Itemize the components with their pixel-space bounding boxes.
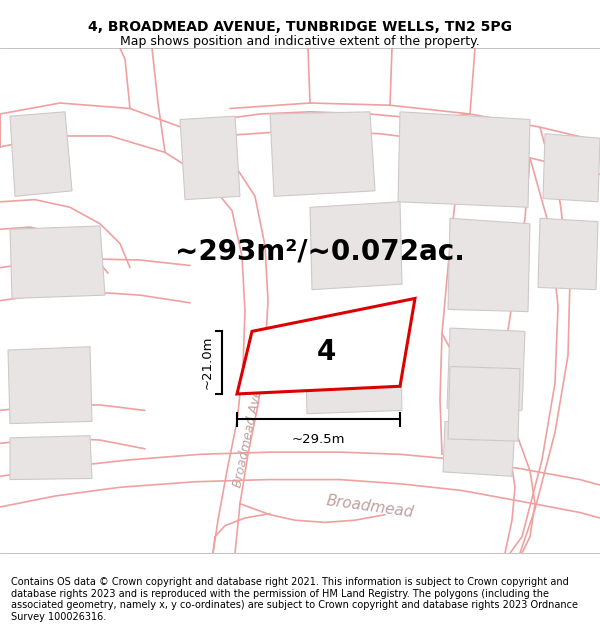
Polygon shape — [180, 116, 240, 199]
Text: Broadmead: Broadmead — [325, 494, 415, 521]
Text: ~29.5m: ~29.5m — [292, 434, 345, 446]
Polygon shape — [398, 112, 530, 208]
Polygon shape — [305, 325, 402, 414]
Polygon shape — [10, 226, 105, 298]
Text: 4, BROADMEAD AVENUE, TUNBRIDGE WELLS, TN2 5PG: 4, BROADMEAD AVENUE, TUNBRIDGE WELLS, TN… — [88, 20, 512, 34]
Text: 4: 4 — [316, 339, 335, 366]
Polygon shape — [310, 202, 402, 289]
Text: Broadmead Avenue: Broadmead Avenue — [231, 365, 269, 489]
Text: ~293m²/~0.072ac.: ~293m²/~0.072ac. — [175, 238, 465, 265]
Polygon shape — [10, 436, 92, 479]
Polygon shape — [538, 218, 598, 289]
Text: Map shows position and indicative extent of the property.: Map shows position and indicative extent… — [120, 35, 480, 48]
Polygon shape — [443, 421, 515, 476]
Polygon shape — [543, 134, 600, 202]
Polygon shape — [270, 112, 375, 196]
Text: Contains OS data © Crown copyright and database right 2021. This information is : Contains OS data © Crown copyright and d… — [11, 577, 578, 622]
Polygon shape — [448, 366, 520, 441]
Polygon shape — [8, 347, 92, 424]
Polygon shape — [10, 112, 72, 196]
Polygon shape — [447, 328, 525, 411]
Polygon shape — [237, 298, 415, 394]
Polygon shape — [448, 218, 530, 312]
Text: ~21.0m: ~21.0m — [201, 336, 214, 389]
